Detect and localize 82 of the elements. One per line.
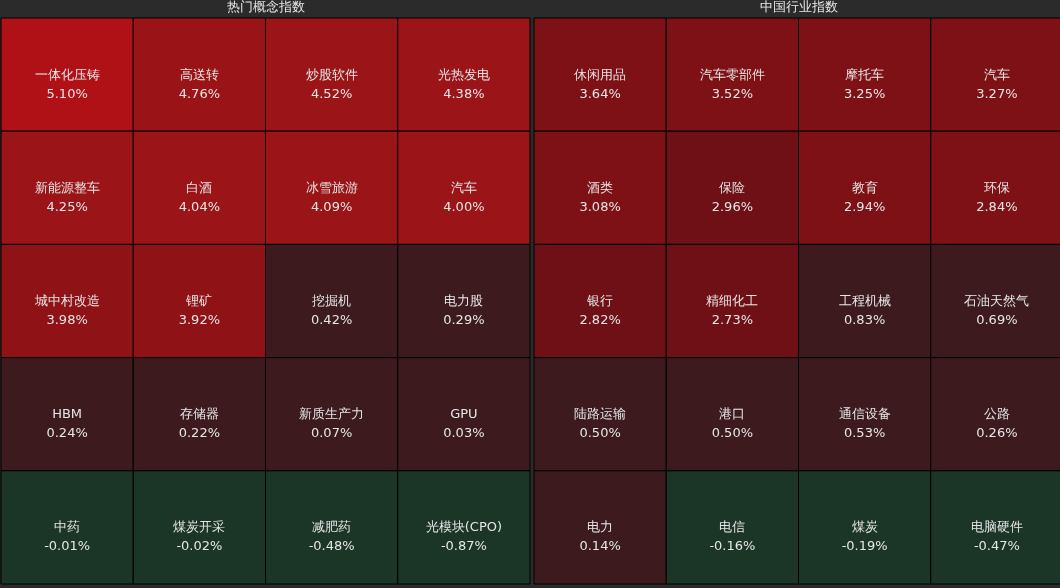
data-label: 0.69% [976,312,1018,327]
category-label: 城中村改造 [33,293,100,308]
category-label: GPU [450,406,478,422]
data-label: -0.16% [709,538,756,554]
category-label: 挖掘机 [312,293,352,308]
category-label: 存储器 [179,406,219,422]
category-label: 新能源整车 [34,179,100,195]
category-label: 公路 [983,406,1010,422]
data-label: -0.02% [176,538,223,554]
category-label: 电脑硬件 [970,519,1023,535]
data-label: 4.09% [310,198,353,214]
category-label: 工程机械 [838,293,891,308]
data-label: 4.52% [310,85,353,101]
category-label: 教育 [851,179,878,195]
data-label: -0.19% [841,538,888,554]
data-label: -0.47% [973,538,1020,554]
category-label: 酒类 [587,179,614,195]
category-label: 精细化工 [706,293,759,308]
data-label: 3.08% [579,198,621,214]
data-label: 0.03% [443,425,485,441]
data-label: 0.50% [579,425,621,441]
data-label: 0.26% [976,425,1018,441]
category-label: 银行 [586,293,614,308]
data-label: 0.14% [579,538,621,554]
data-label: 3.27% [976,85,1018,101]
data-label: 2.73% [711,312,754,327]
data-label: 0.53% [843,425,886,441]
data-label: 0.22% [178,425,221,441]
text: 中国行业指数 [759,0,838,14]
data-label: 5.10% [46,85,88,101]
category-label: HBM [52,406,83,422]
data-label: 2.96% [711,198,754,214]
data-label: 2.94% [843,198,886,214]
category-label: 电力股 [444,293,484,308]
category-label: 电力 [587,519,614,535]
data-label: 4.76% [178,85,221,101]
category-label: 光模块(CPO) [425,519,503,535]
category-label: 高送转 [179,66,219,82]
category-label: 汽车 [450,179,477,195]
data-label: 4.38% [443,85,485,101]
data-label: 4.04% [178,198,221,214]
text: 热门概念指数 [226,0,305,14]
category-label: 电信 [719,519,746,535]
category-label: 摩托车 [845,66,885,82]
category-label: 陆路运输 [574,406,627,422]
data-label: 0.83% [843,312,886,327]
category-label: 光热发电 [437,66,490,82]
category-label: 冰雪旅游 [305,179,358,195]
data-label: 4.00% [443,198,485,214]
category-label: 汽车零部件 [699,66,765,82]
data-label: -0.87% [440,538,487,554]
category-label: 石油天然气 [964,293,1030,308]
data-label: 3.25% [843,85,886,101]
data-label: 4.25% [46,198,88,214]
data-label: 2.82% [579,312,621,327]
category-label: 保险 [719,179,746,195]
category-label: 减肥药 [312,519,352,535]
category-label: 炒股软件 [305,66,358,82]
category-label: 白酒 [186,179,213,195]
data-label: -0.48% [308,538,355,554]
data-label: 2.84% [976,198,1018,214]
category-label: 通信设备 [838,406,891,422]
category-label: 港口 [719,406,746,422]
category-label: 煤炭开采 [173,519,226,535]
category-label: 一体化压铸 [34,66,100,82]
data-label: 3.98% [46,312,88,327]
data-label: 0.42% [310,312,353,327]
category-label: 锂矿 [185,293,213,308]
data-label: -0.01% [44,538,91,554]
data-label: 0.29% [443,312,485,327]
category-label: 汽车 [983,66,1010,82]
category-label: 休闲用品 [574,66,627,82]
data-label: 0.50% [711,425,754,441]
data-label: 0.24% [46,425,88,441]
data-label: 3.92% [178,312,221,327]
data-label: 3.64% [579,85,621,101]
category-label: 中药 [54,519,81,535]
category-label: 新质生产力 [299,406,365,422]
category-label: 环保 [983,179,1010,195]
data-label: 0.07% [310,425,353,441]
category-label: 煤炭 [851,519,878,535]
data-label: 3.52% [711,85,754,101]
